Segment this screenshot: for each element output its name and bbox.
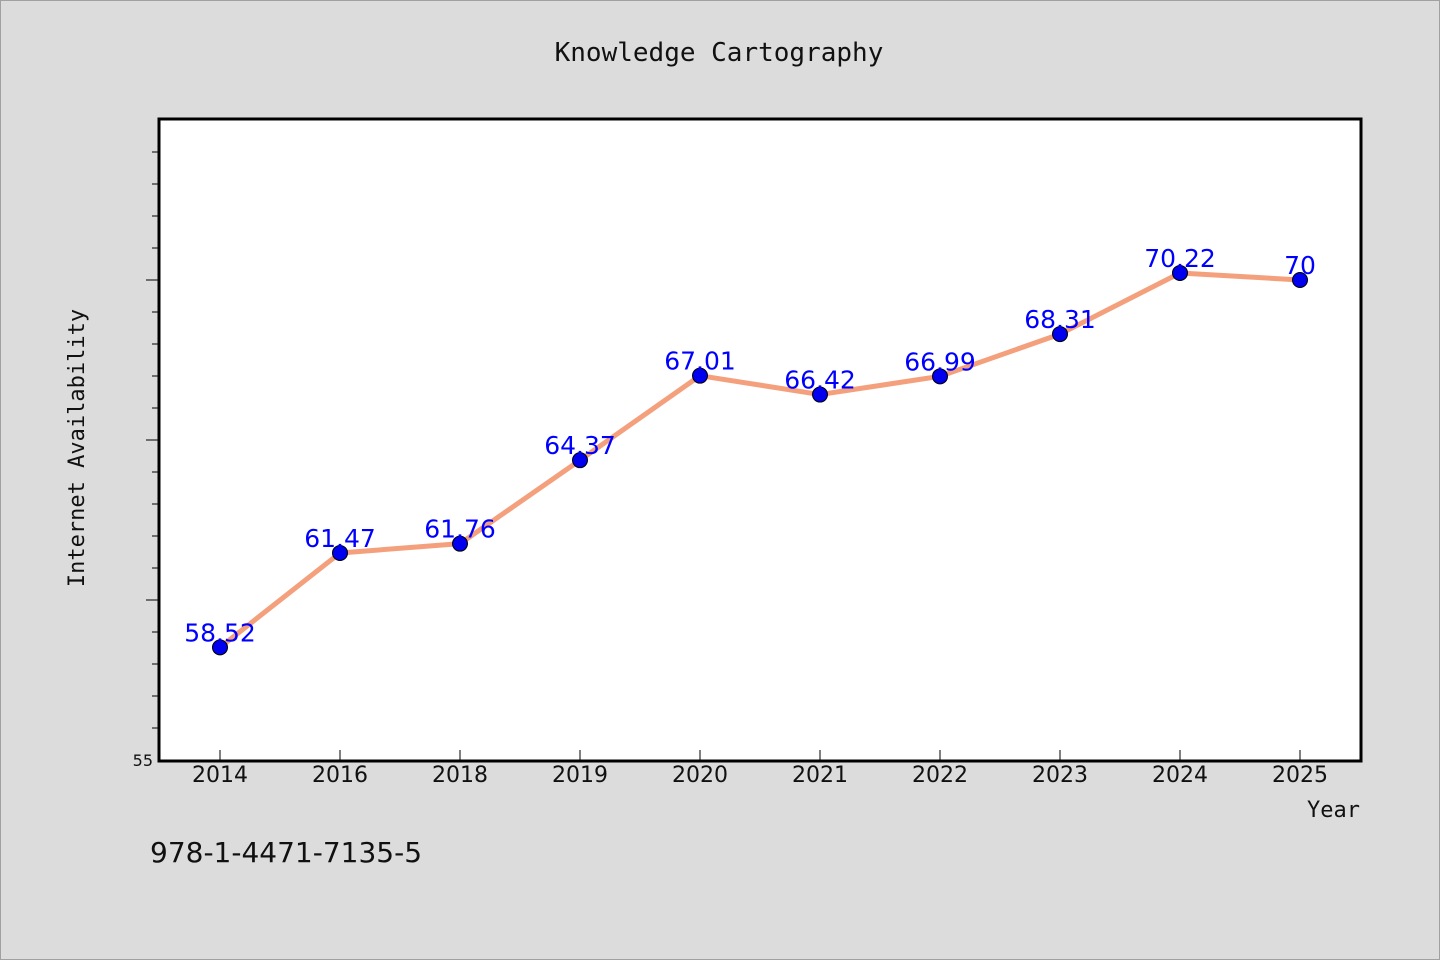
data-label: 64.37 bbox=[544, 431, 616, 460]
x-tick-label: 2023 bbox=[1032, 763, 1088, 788]
data-label: 70 bbox=[1284, 251, 1316, 280]
data-point bbox=[332, 544, 348, 561]
series-line bbox=[217, 270, 1303, 650]
x-tick-label: 2019 bbox=[552, 763, 608, 788]
x-tick-label: 2020 bbox=[672, 763, 728, 788]
data-label: 66.99 bbox=[904, 347, 976, 376]
data-point bbox=[1292, 272, 1308, 288]
x-tick-label: 2024 bbox=[1152, 763, 1208, 788]
data-label: 58.52 bbox=[184, 618, 256, 647]
data-label: 67.01 bbox=[664, 347, 736, 376]
isbn-footer: 978-1-4471-7135-5 bbox=[150, 836, 422, 869]
data-point bbox=[1052, 326, 1068, 343]
y-axis-ticks: 55 bbox=[133, 151, 160, 770]
data-point bbox=[572, 452, 588, 469]
x-tick-label: 2022 bbox=[912, 763, 968, 788]
data-point bbox=[932, 368, 948, 385]
series-group: 58.52 61.47 61.76 64.37 67.01 66.42 66.99 68.31… bbox=[184, 244, 1316, 656]
data-label: 61.76 bbox=[424, 515, 496, 544]
chart-title: Knowledge Cartography bbox=[555, 38, 884, 68]
y-tick-label: 55 bbox=[133, 751, 153, 770]
data-label: 61.47 bbox=[304, 524, 376, 553]
x-tick-label: 2021 bbox=[792, 763, 848, 788]
data-label: 66.42 bbox=[784, 366, 856, 395]
data-label: 70.22 bbox=[1144, 244, 1216, 273]
x-tick-label: 2025 bbox=[1272, 763, 1328, 788]
plot-area bbox=[157, 117, 1363, 763]
x-axis-ticks: 2014 2016 2018 2019 2020 2021 2022 2023 2024 2025 bbox=[192, 750, 1328, 788]
data-point bbox=[812, 386, 828, 403]
data-label: 68.31 bbox=[1024, 305, 1096, 334]
x-tick-label: 2016 bbox=[312, 763, 368, 788]
y-axis-label: Internet Availability bbox=[65, 309, 90, 587]
data-point bbox=[1172, 264, 1188, 281]
data-point bbox=[212, 639, 228, 656]
data-point bbox=[692, 367, 708, 384]
x-tick-label: 2018 bbox=[432, 763, 488, 788]
x-axis-label: Year bbox=[1307, 798, 1360, 823]
x-tick-label: 2014 bbox=[192, 763, 248, 788]
data-point bbox=[452, 535, 468, 552]
